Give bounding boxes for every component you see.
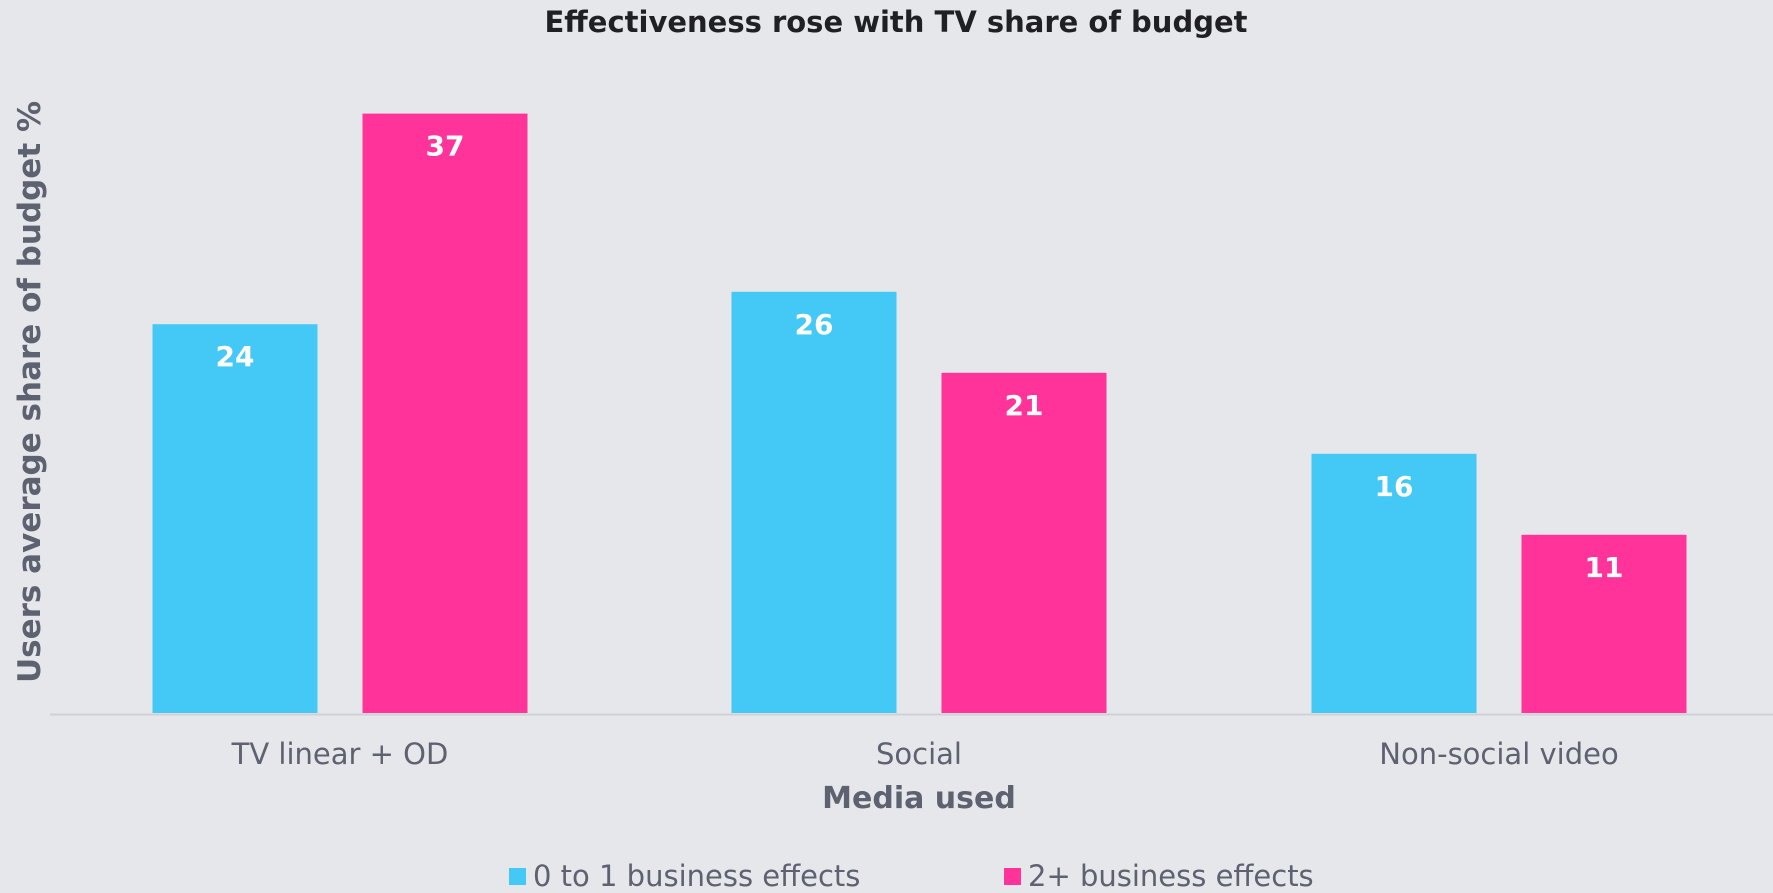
legend: 0 to 1 business effects 2+ business effec… [509,859,1314,893]
y-axis-label: Users average share of budget % [12,101,48,683]
x-tick-labels: TV linear + OD Social Non-social video [231,737,1619,771]
bar-non-social-video-series-1 [1311,453,1477,713]
bar-tv-linear-od-series-2 [362,113,528,714]
bar-tv-linear-od-series-1 [152,324,318,713]
legend-swatch-series-1 [509,868,526,885]
bars-group: 24 37 26 21 16 11 [152,113,1687,714]
x-axis-label: Media used [822,781,1016,816]
data-label-tv-linear-od-series-1: 24 [216,340,255,373]
bar-social-series-1 [731,291,897,713]
x-tick-tv-linear-od: TV linear + OD [231,737,449,771]
legend-label-series-2[interactable]: 2+ business effects [1028,859,1314,893]
legend-swatch-series-2 [1004,868,1021,885]
data-label-social-series-1: 26 [795,308,834,341]
x-tick-social: Social [876,737,962,771]
data-label-tv-linear-od-series-2: 37 [426,130,465,163]
bar-non-social-video-series-2 [1521,534,1687,713]
data-label-non-social-video-series-2: 11 [1585,551,1624,584]
data-label-social-series-2: 21 [1005,389,1044,422]
chart-title: Effectiveness rose with TV share of budg… [544,5,1247,39]
x-tick-non-social-video: Non-social video [1379,737,1618,771]
bar-social-series-2 [941,372,1107,713]
legend-label-series-1[interactable]: 0 to 1 business effects [533,859,860,893]
data-label-non-social-video-series-1: 16 [1375,470,1414,503]
